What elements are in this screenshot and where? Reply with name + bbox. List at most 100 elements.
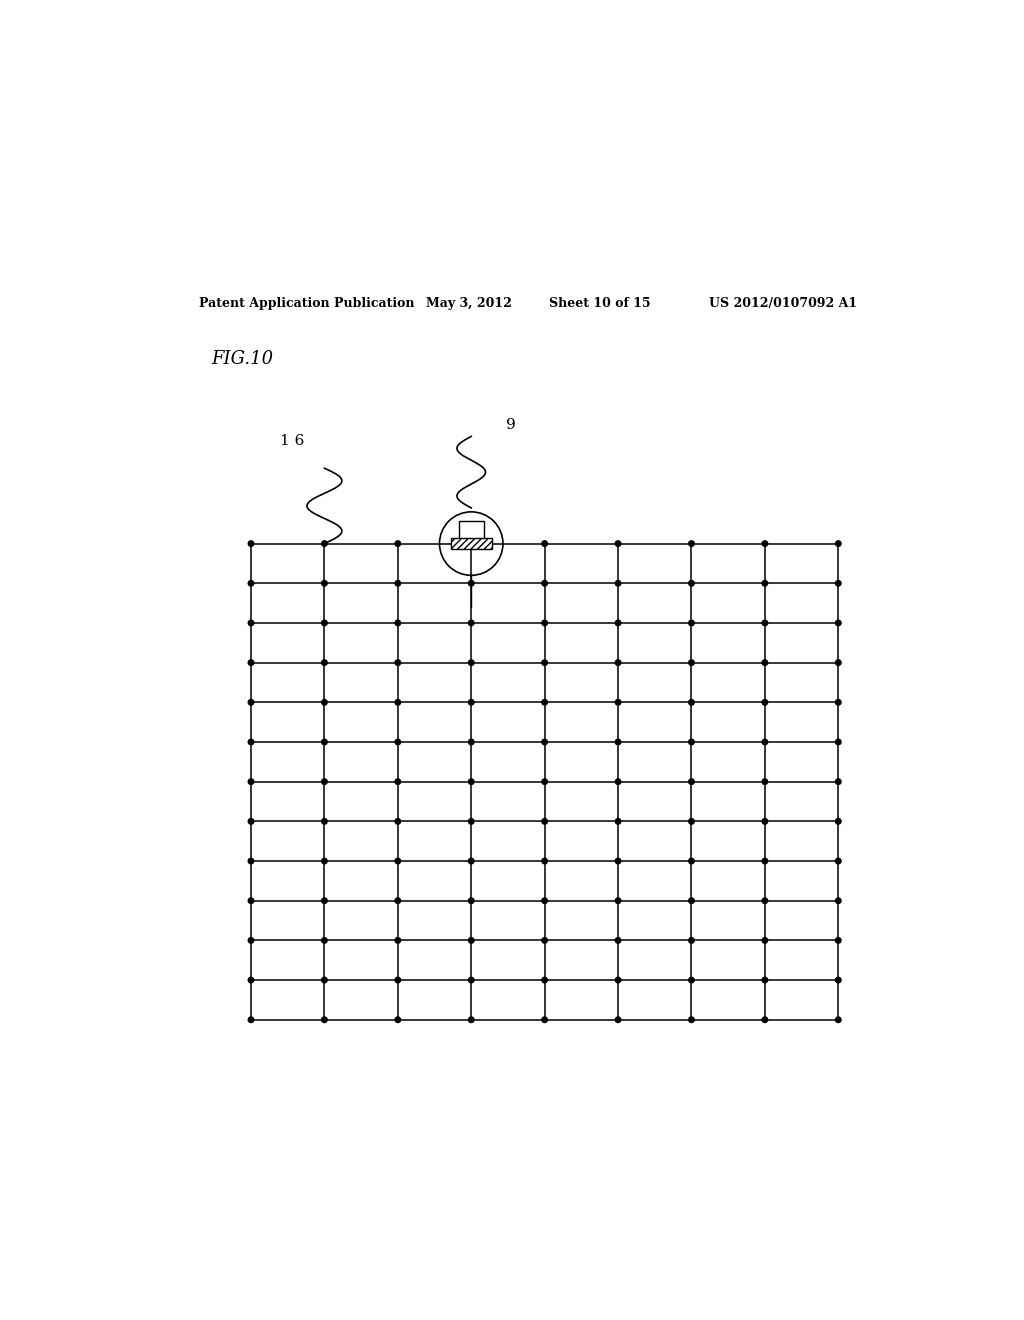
Circle shape: [542, 818, 548, 824]
Circle shape: [689, 937, 694, 944]
Circle shape: [248, 700, 254, 705]
Circle shape: [468, 700, 474, 705]
Circle shape: [836, 858, 841, 863]
Circle shape: [762, 818, 768, 824]
Circle shape: [615, 779, 621, 784]
Circle shape: [248, 541, 254, 546]
Circle shape: [836, 660, 841, 665]
Circle shape: [322, 898, 328, 903]
Circle shape: [395, 581, 400, 586]
Circle shape: [322, 818, 328, 824]
Circle shape: [836, 779, 841, 784]
Circle shape: [395, 620, 400, 626]
Circle shape: [322, 858, 328, 863]
Circle shape: [615, 660, 621, 665]
Circle shape: [248, 818, 254, 824]
Circle shape: [468, 620, 474, 626]
Circle shape: [615, 858, 621, 863]
Circle shape: [689, 898, 694, 903]
Circle shape: [615, 977, 621, 983]
Text: 9: 9: [506, 418, 516, 433]
Circle shape: [248, 898, 254, 903]
Bar: [451, 539, 492, 549]
Circle shape: [322, 1016, 328, 1023]
Circle shape: [322, 739, 328, 744]
Circle shape: [542, 541, 548, 546]
Circle shape: [395, 700, 400, 705]
Circle shape: [248, 937, 254, 944]
Circle shape: [615, 581, 621, 586]
Circle shape: [762, 898, 768, 903]
Circle shape: [615, 739, 621, 744]
Circle shape: [542, 898, 548, 903]
Circle shape: [322, 581, 328, 586]
Text: May 3, 2012: May 3, 2012: [426, 297, 512, 310]
Circle shape: [248, 858, 254, 863]
Circle shape: [762, 1016, 768, 1023]
Circle shape: [248, 1016, 254, 1023]
Circle shape: [468, 779, 474, 784]
Text: 1 6: 1 6: [281, 434, 305, 449]
Circle shape: [762, 541, 768, 546]
Circle shape: [615, 937, 621, 944]
Circle shape: [615, 898, 621, 903]
Circle shape: [762, 977, 768, 983]
Circle shape: [468, 541, 474, 546]
Circle shape: [468, 898, 474, 903]
Circle shape: [762, 858, 768, 863]
Circle shape: [322, 541, 328, 546]
Circle shape: [322, 620, 328, 626]
Circle shape: [542, 1016, 548, 1023]
Circle shape: [322, 779, 328, 784]
Circle shape: [248, 739, 254, 744]
Circle shape: [689, 700, 694, 705]
Circle shape: [615, 700, 621, 705]
Text: FIG.10: FIG.10: [211, 350, 273, 368]
Circle shape: [762, 660, 768, 665]
Circle shape: [395, 977, 400, 983]
Text: US 2012/0107092 A1: US 2012/0107092 A1: [709, 297, 857, 310]
Circle shape: [836, 541, 841, 546]
Circle shape: [689, 779, 694, 784]
Circle shape: [322, 700, 328, 705]
Circle shape: [762, 700, 768, 705]
Circle shape: [468, 739, 474, 744]
Circle shape: [615, 541, 621, 546]
Circle shape: [836, 739, 841, 744]
Circle shape: [689, 977, 694, 983]
Circle shape: [836, 700, 841, 705]
Circle shape: [248, 620, 254, 626]
Circle shape: [468, 1016, 474, 1023]
Circle shape: [468, 581, 474, 586]
Circle shape: [395, 779, 400, 784]
Circle shape: [542, 858, 548, 863]
Circle shape: [248, 977, 254, 983]
Circle shape: [468, 977, 474, 983]
Circle shape: [248, 581, 254, 586]
Circle shape: [615, 1016, 621, 1023]
Circle shape: [395, 541, 400, 546]
Circle shape: [615, 818, 621, 824]
Circle shape: [762, 937, 768, 944]
Circle shape: [468, 660, 474, 665]
Circle shape: [322, 937, 328, 944]
Circle shape: [762, 779, 768, 784]
Circle shape: [542, 620, 548, 626]
Text: Patent Application Publication: Patent Application Publication: [200, 297, 415, 310]
Circle shape: [248, 779, 254, 784]
Circle shape: [542, 700, 548, 705]
Circle shape: [836, 818, 841, 824]
Circle shape: [542, 581, 548, 586]
Circle shape: [542, 779, 548, 784]
Circle shape: [322, 977, 328, 983]
Circle shape: [395, 937, 400, 944]
Circle shape: [542, 937, 548, 944]
Circle shape: [395, 898, 400, 903]
Circle shape: [468, 858, 474, 863]
Circle shape: [689, 1016, 694, 1023]
Circle shape: [542, 660, 548, 665]
Circle shape: [689, 541, 694, 546]
Circle shape: [542, 977, 548, 983]
Circle shape: [836, 620, 841, 626]
Circle shape: [836, 1016, 841, 1023]
